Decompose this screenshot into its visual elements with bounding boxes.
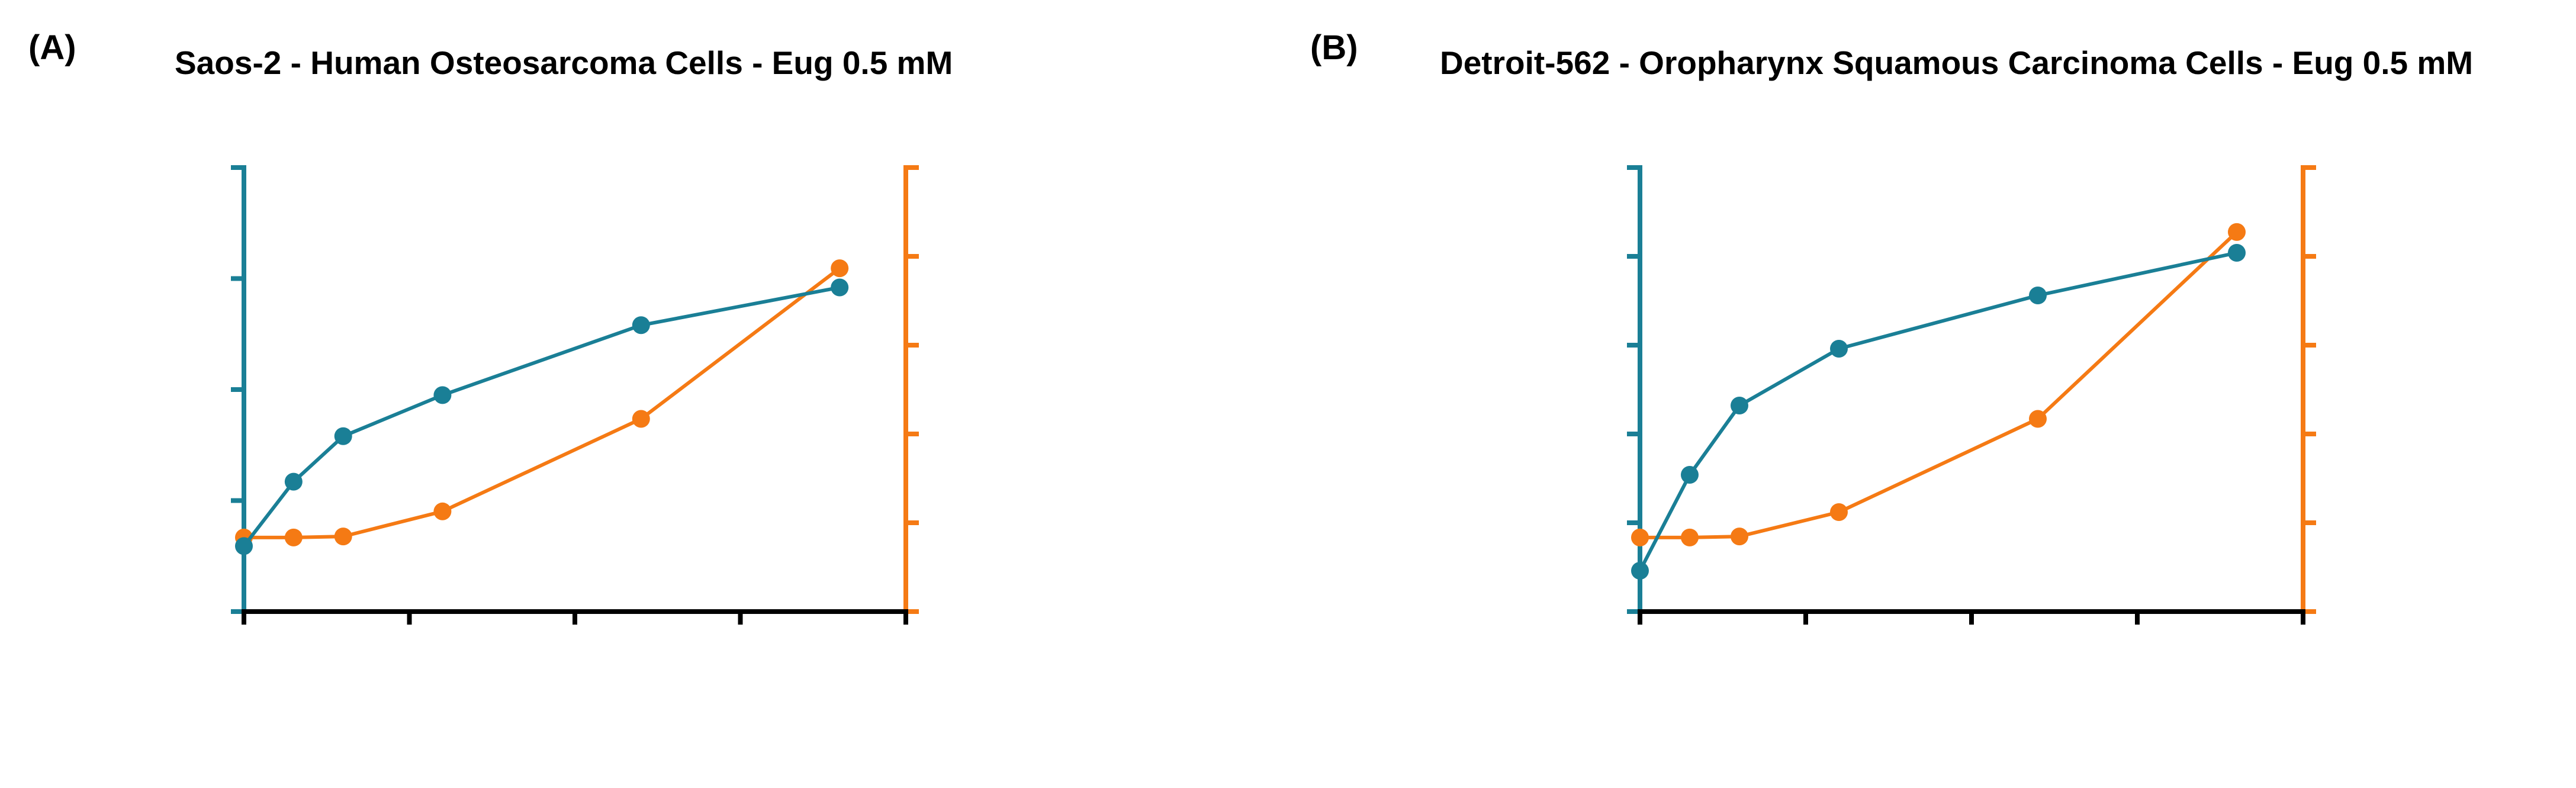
fluorescence-data-point — [433, 502, 452, 520]
luminescence-data-point — [2029, 287, 2047, 304]
luminescence-data-point — [1681, 466, 1699, 484]
panel-b-plot — [1627, 165, 2316, 625]
luminescence-series-line — [1638, 251, 2237, 572]
luminescence-data-point — [632, 316, 650, 335]
fluorescence-data-point — [1830, 503, 1848, 521]
fluorescence-data-point — [831, 259, 849, 278]
fluorescence-data-point — [1631, 528, 1649, 546]
luminescence-data-point — [831, 278, 849, 297]
fluorescence-series-line — [1640, 230, 2239, 539]
luminescence-data-point — [1830, 340, 1848, 358]
panel-a-label: (A) — [28, 28, 76, 67]
luminescence-data-point — [433, 386, 452, 404]
fluorescence-data-point — [284, 528, 303, 546]
fluorescence-data-point — [2029, 410, 2047, 428]
luminescence-data-point — [334, 427, 352, 445]
luminescence-series-line — [242, 285, 840, 548]
fluorescence-data-point — [632, 410, 650, 428]
luminescence-data-point — [2228, 244, 2246, 262]
luminescence-data-point — [284, 472, 303, 491]
panel-b: (B) Detroit-562 - Oropharynx Squamous Ca… — [1310, 28, 2473, 625]
luminescence-data-point — [1631, 562, 1649, 580]
panel-b-title: Detroit-562 - Oropharynx Squamous Carcin… — [1440, 44, 2473, 81]
fluorescence-data-point — [1731, 528, 1748, 546]
luminescence-data-point — [1731, 397, 1748, 414]
fluorescence-data-point — [1681, 528, 1699, 546]
fluorescence-data-point — [2228, 223, 2246, 241]
luminescence-data-point — [235, 537, 253, 555]
fluorescence-data-point — [334, 528, 352, 546]
panel-a-plot — [231, 165, 919, 625]
fluorescence-series-line — [244, 266, 841, 539]
panel-a: (A) Saos-2 - Human Osteosarcoma Cells - … — [28, 28, 953, 625]
panel-b-label: (B) — [1310, 28, 1358, 67]
panel-a-title: Saos-2 - Human Osteosarcoma Cells - Eug … — [175, 44, 953, 81]
